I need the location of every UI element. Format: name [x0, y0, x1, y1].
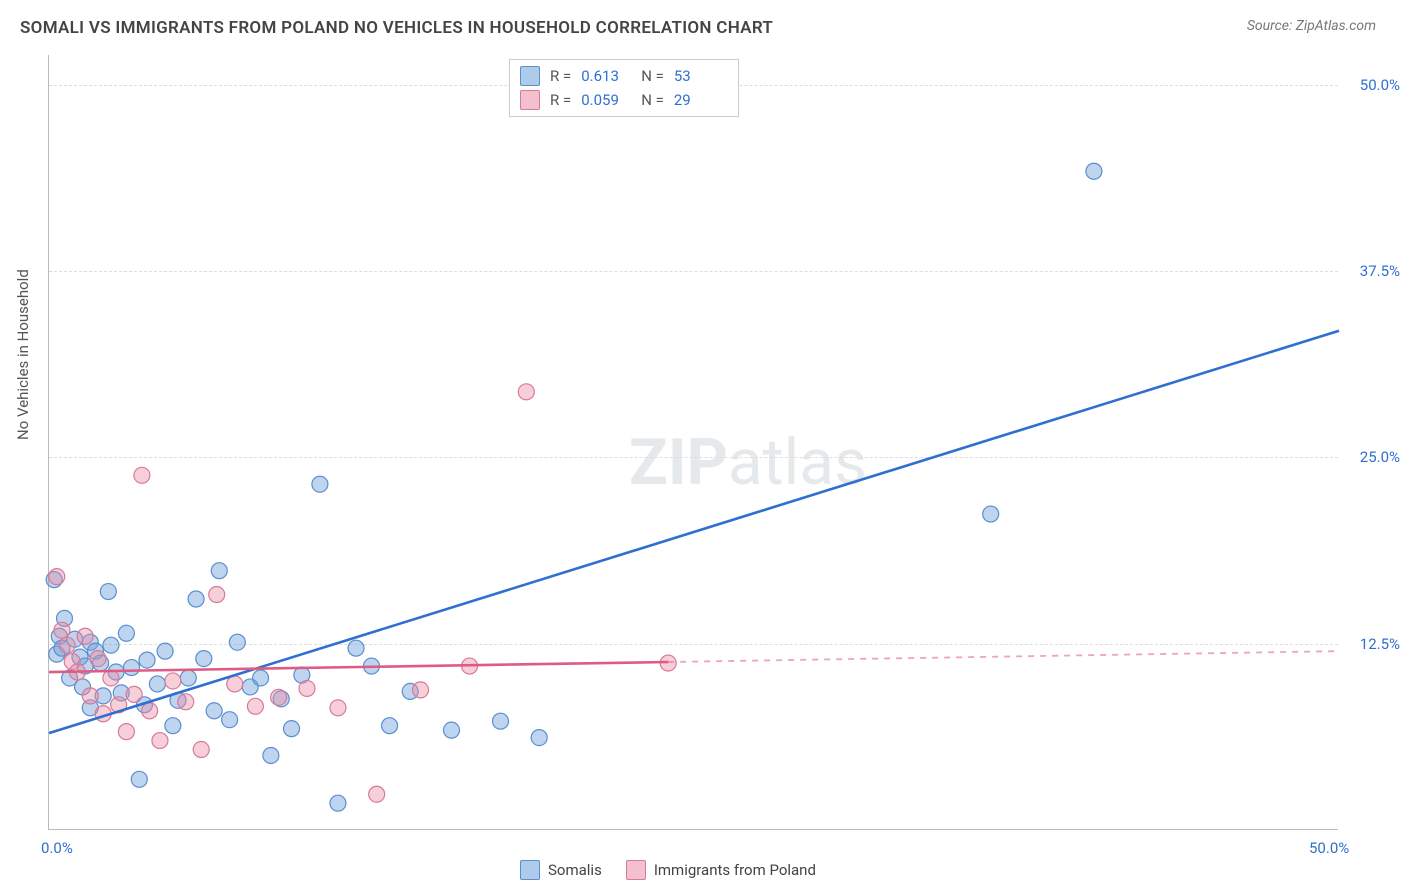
- scatter-point: [263, 747, 279, 763]
- header: SOMALI VS IMMIGRANTS FROM POLAND NO VEHI…: [0, 0, 1406, 46]
- scatter-point: [165, 718, 181, 734]
- scatter-point: [382, 718, 398, 734]
- legend-series: Somalis Immigrants from Poland: [520, 860, 816, 880]
- scatter-point: [330, 700, 346, 716]
- scatter-point: [206, 703, 222, 719]
- scatter-point: [178, 694, 194, 710]
- scatter-point: [1086, 163, 1102, 179]
- scatter-point: [139, 652, 155, 668]
- scatter-point: [369, 786, 385, 802]
- scatter-point: [299, 680, 315, 696]
- scatter-point: [330, 795, 346, 811]
- legend-correlation: R = 0.613 N = 53 R = 0.059 N = 29: [509, 59, 739, 117]
- y-axis-label: No Vehicles in Household: [14, 269, 32, 440]
- legend-R-label: R =: [550, 91, 571, 109]
- legend-row-pink: R = 0.059 N = 29: [520, 88, 724, 112]
- scatter-point: [152, 733, 168, 749]
- scatter-point: [229, 634, 245, 650]
- trend-line-extrapolated: [668, 651, 1339, 662]
- legend-N-value-pink: 29: [674, 91, 724, 109]
- x-tick-label: 50.0%: [1309, 839, 1349, 857]
- scatter-point: [77, 628, 93, 644]
- swatch-pink-icon: [626, 860, 646, 880]
- scatter-point: [142, 703, 158, 719]
- swatch-blue-icon: [520, 860, 540, 880]
- scatter-point: [312, 476, 328, 492]
- scatter-point: [49, 569, 65, 585]
- x-tick-label: 0.0%: [41, 839, 73, 857]
- scatter-point: [59, 637, 75, 653]
- scatter-point: [253, 670, 269, 686]
- y-tick-label: 12.5%: [1345, 635, 1400, 653]
- legend-item-somalis: Somalis: [520, 860, 602, 880]
- scatter-point: [247, 698, 263, 714]
- source-label: Source: ZipAtlas.com: [1247, 18, 1376, 34]
- scatter-point: [90, 651, 106, 667]
- scatter-point: [103, 637, 119, 653]
- scatter-point: [222, 712, 238, 728]
- scatter-point: [188, 591, 204, 607]
- scatter-point: [149, 676, 165, 692]
- legend-R-label: R =: [550, 67, 571, 85]
- scatter-svg: [49, 55, 1338, 829]
- legend-item-poland: Immigrants from Poland: [626, 860, 816, 880]
- scatter-point: [211, 563, 227, 579]
- swatch-pink-icon: [520, 90, 540, 110]
- y-tick-label: 25.0%: [1345, 448, 1400, 466]
- scatter-point: [118, 625, 134, 641]
- scatter-point: [124, 660, 140, 676]
- y-tick-label: 37.5%: [1345, 262, 1400, 280]
- legend-label-poland: Immigrants from Poland: [654, 861, 816, 879]
- scatter-point: [165, 673, 181, 689]
- plot-area: ZIPatlas 12.5%25.0%37.5%50.0% R = 0.613 …: [48, 55, 1338, 830]
- legend-N-value-blue: 53: [674, 67, 724, 85]
- trend-line: [49, 331, 1339, 733]
- scatter-point: [193, 742, 209, 758]
- scatter-point: [227, 676, 243, 692]
- scatter-point: [413, 682, 429, 698]
- y-tick-label: 50.0%: [1345, 76, 1400, 94]
- scatter-point: [157, 643, 173, 659]
- legend-N-label: N =: [641, 91, 664, 109]
- scatter-point: [348, 640, 364, 656]
- scatter-point: [271, 689, 287, 705]
- scatter-point: [443, 722, 459, 738]
- scatter-point: [983, 506, 999, 522]
- scatter-point: [196, 651, 212, 667]
- chart-title: SOMALI VS IMMIGRANTS FROM POLAND NO VEHI…: [20, 18, 773, 38]
- plot-container: ZIPatlas 12.5%25.0%37.5%50.0% R = 0.613 …: [48, 55, 1338, 830]
- scatter-point: [126, 686, 142, 702]
- legend-row-blue: R = 0.613 N = 53: [520, 64, 724, 88]
- legend-R-value-blue: 0.613: [581, 67, 631, 85]
- scatter-point: [100, 584, 116, 600]
- scatter-point: [284, 721, 300, 737]
- scatter-point: [134, 467, 150, 483]
- scatter-point: [180, 670, 196, 686]
- legend-label-somalis: Somalis: [548, 861, 602, 879]
- legend-R-value-pink: 0.059: [581, 91, 631, 109]
- scatter-point: [118, 724, 134, 740]
- scatter-point: [131, 771, 147, 787]
- swatch-blue-icon: [520, 66, 540, 86]
- scatter-point: [493, 713, 509, 729]
- scatter-point: [518, 384, 534, 400]
- scatter-point: [54, 622, 70, 638]
- scatter-point: [82, 688, 98, 704]
- scatter-point: [531, 730, 547, 746]
- legend-N-label: N =: [641, 67, 664, 85]
- scatter-point: [209, 587, 225, 603]
